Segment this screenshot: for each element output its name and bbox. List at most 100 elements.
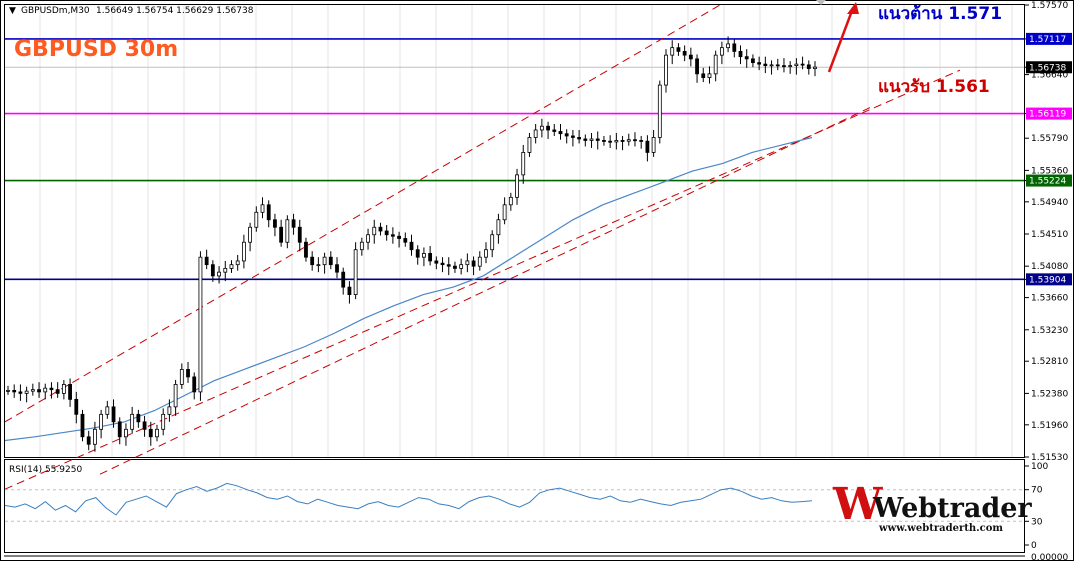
- chart-symbol: GBPUSDm,M30: [21, 6, 90, 16]
- candle-body: [322, 256, 327, 266]
- rsi-label: RSI(14) 55.9250: [9, 465, 82, 475]
- candle-body: [248, 226, 253, 243]
- horizontal-levels: [5, 38, 1024, 281]
- candle-body: [614, 140, 619, 143]
- candle-body: [428, 253, 433, 262]
- candle-body: [664, 54, 668, 86]
- candle-body: [335, 264, 339, 273]
- price-tick-label: 1.56640: [1031, 71, 1068, 81]
- price-tick-label: 1.53660: [1031, 294, 1068, 304]
- level-price-tag: [1026, 174, 1072, 187]
- main-plot-area[interactable]: [4, 4, 1025, 458]
- candle-body: [633, 139, 637, 142]
- candle-body: [415, 249, 420, 258]
- candle-body: [80, 413, 85, 438]
- candle-body: [409, 241, 414, 251]
- candle-body: [384, 230, 389, 236]
- candle-body: [99, 413, 104, 430]
- collapse-arrow-icon[interactable]: ▼: [9, 6, 16, 16]
- candle-body: [701, 73, 706, 78]
- candle-body: [61, 384, 66, 394]
- price-tick-label: 1.55360: [1031, 166, 1068, 176]
- candle-body: [167, 406, 172, 415]
- level-price-tag: [1026, 273, 1072, 286]
- candle-body: [775, 64, 780, 67]
- candle-body: [161, 413, 166, 430]
- candle-body: [577, 137, 582, 140]
- candle-body: [539, 125, 544, 131]
- price-tick-label: 1.57570: [1031, 1, 1068, 11]
- chart-ohlc: 1.56649 1.56754 1.56629 1.56738: [96, 6, 254, 16]
- webtrader-logo: W Webtrader www.webtraderth.com: [832, 479, 1032, 534]
- candle-body: [142, 421, 147, 430]
- candle-body: [217, 271, 221, 277]
- candle-body: [186, 369, 190, 378]
- candle-body: [30, 389, 35, 392]
- candle-body: [782, 65, 786, 68]
- current-price-tag-label: 1.56738: [1029, 63, 1066, 73]
- candle-body: [626, 139, 631, 142]
- logo-url: www.webtraderth.com: [878, 523, 1003, 534]
- candle-body: [229, 264, 234, 269]
- price-tags: 1.57117 1.56119 1.55224 1.53904 1.56738: [1026, 32, 1072, 286]
- candle-body: [806, 64, 811, 70]
- chart-grid: [39, 5, 1013, 457]
- candle-body: [595, 138, 600, 141]
- rsi-bottom-value: 0.00000: [1031, 553, 1068, 561]
- support-label: แนวรับ 1.561: [878, 77, 990, 97]
- candle-body: [757, 62, 762, 65]
- price-tick-label: 1.52810: [1031, 357, 1068, 367]
- candle-body: [788, 65, 793, 68]
- candle-body: [688, 54, 693, 60]
- price-tick-label: 1.54510: [1031, 230, 1068, 240]
- level-price-tag-label: 1.56119: [1029, 110, 1066, 120]
- candle-body: [105, 406, 110, 415]
- candle-body: [235, 260, 240, 266]
- candle-body: [751, 58, 755, 64]
- candle-body: [484, 249, 488, 258]
- candle-body: [657, 84, 662, 138]
- price-bars: [6, 36, 817, 452]
- candle-body: [310, 256, 315, 266]
- candle-body: [316, 264, 321, 267]
- candle-body: [210, 264, 215, 277]
- candle-body: [763, 63, 768, 67]
- chart-title: GBPUSD 30m: [14, 37, 178, 62]
- candle-body: [502, 204, 507, 221]
- candle-body: [589, 138, 594, 141]
- candle-body: [297, 226, 302, 243]
- candle-body: [695, 58, 699, 75]
- level-price-tag: [1026, 32, 1072, 45]
- current-price-tag: [1026, 61, 1072, 74]
- candle-body: [434, 260, 439, 264]
- candle-body: [390, 234, 395, 237]
- candle-body: [43, 387, 48, 393]
- candle-body: [471, 260, 476, 267]
- candle-body: [148, 428, 153, 438]
- candle-body: [347, 286, 352, 296]
- level-price-tag-label: 1.53904: [1029, 275, 1066, 285]
- candle-body: [6, 389, 10, 392]
- candle-body: [564, 133, 569, 137]
- candle-body: [378, 226, 383, 232]
- level-price-tag: [1026, 107, 1072, 120]
- candle-body: [341, 271, 346, 288]
- candle-body: [453, 265, 457, 269]
- candle-body: [18, 391, 23, 394]
- candle-body: [397, 235, 401, 239]
- candle-body: [55, 389, 60, 394]
- candle-body: [490, 234, 495, 251]
- rsi-line: [4, 482, 1024, 522]
- candle-body: [602, 140, 606, 142]
- candle-body: [328, 256, 333, 266]
- price-tick-label: 1.51530: [1031, 453, 1068, 463]
- rsi-tick-label: 30: [1031, 517, 1043, 527]
- candle-body: [496, 219, 501, 236]
- price-tick-label: 1.54080: [1031, 262, 1068, 272]
- candle-body: [465, 260, 470, 266]
- candle-body: [583, 138, 588, 141]
- candle-body: [198, 256, 203, 393]
- price-tick-label: 1.55790: [1031, 134, 1068, 144]
- price-tick-label: 1.54940: [1031, 198, 1068, 208]
